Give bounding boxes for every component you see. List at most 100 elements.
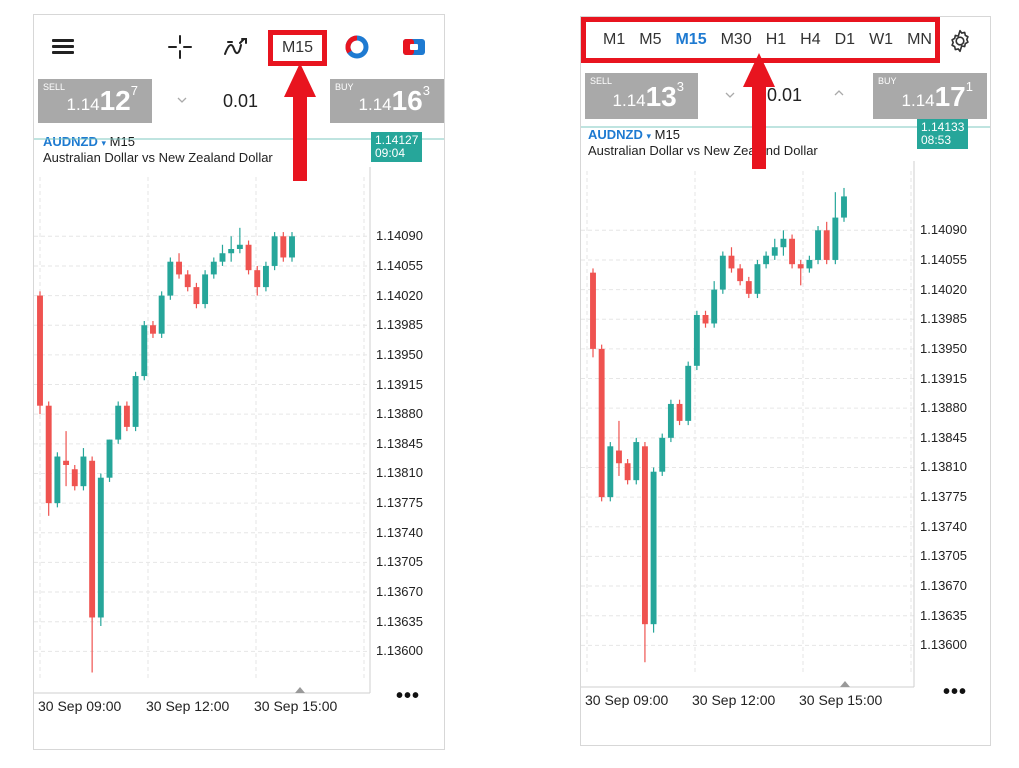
buy-button[interactable]: BUY 1.14163 <box>330 79 444 123</box>
time-axis-label: 30 Sep 12:00 <box>692 692 776 708</box>
candle <box>633 437 640 485</box>
price-axis-label: 1.14020 <box>376 287 423 303</box>
candle <box>598 344 605 502</box>
symbol-title[interactable]: AUDNZD ▾ M15 <box>43 134 135 149</box>
more-options-button[interactable]: ••• <box>943 681 968 703</box>
candle <box>37 291 43 415</box>
price-axis-label: 1.14055 <box>376 257 423 273</box>
timeframe-m1[interactable]: M1 <box>603 31 626 48</box>
crosshair-icon[interactable] <box>166 33 194 61</box>
candle <box>262 261 269 292</box>
price-axis-label: 1.13985 <box>920 311 967 327</box>
buy-button[interactable]: BUY 1.14171 <box>873 73 987 119</box>
candle <box>590 268 596 358</box>
time-axis-label: 30 Sep 09:00 <box>585 692 669 708</box>
price-axis-label: 1.13915 <box>920 370 967 386</box>
indicators-icon[interactable] <box>222 33 250 61</box>
candle <box>193 282 200 309</box>
time-axis-label: 30 Sep 15:00 <box>799 692 883 708</box>
lot-value[interactable]: 0.01 <box>767 85 803 105</box>
candle <box>616 420 622 476</box>
highlight-arrow <box>743 53 775 169</box>
price-axis-label: 1.13915 <box>376 376 423 392</box>
timeframe-m5[interactable]: M5 <box>639 31 662 48</box>
left-screen: M15 SELL 1.14127 0.01 BUY 1.14163 AUDNZD… <box>33 14 445 750</box>
lot-decrease-icon[interactable] <box>725 90 735 100</box>
candle <box>745 276 752 299</box>
symbol-title[interactable]: AUDNZD ▾ M15 <box>588 127 680 142</box>
candle <box>123 401 130 432</box>
price-axis-label: 1.14090 <box>376 228 423 244</box>
timeframe-h1[interactable]: H1 <box>765 31 787 48</box>
candle <box>624 459 631 485</box>
price-axis-label: 1.13740 <box>376 524 423 540</box>
price-axis-label: 1.14020 <box>920 281 967 297</box>
price-axis-label: 1.13670 <box>920 578 967 594</box>
candle <box>711 281 718 328</box>
buy-label: BUY <box>878 76 897 86</box>
price-axis-label: 1.13810 <box>376 465 423 481</box>
price-chart[interactable] <box>34 15 444 749</box>
candle <box>184 270 191 292</box>
symbol-timeframe: M15 <box>109 134 135 149</box>
price-axis-label: 1.13705 <box>376 554 423 570</box>
candle <box>685 361 692 426</box>
price-axis-label: 1.13600 <box>920 637 967 653</box>
timeframe-m15[interactable]: M15 <box>675 31 707 48</box>
more-options-button[interactable]: ••• <box>396 685 421 707</box>
price-axis-label: 1.13880 <box>920 400 967 416</box>
highlight-arrow <box>284 63 316 181</box>
price-axis-label: 1.14090 <box>920 222 967 238</box>
candle <box>789 234 796 269</box>
timeframe-h4[interactable]: H4 <box>800 31 821 48</box>
candle <box>106 439 113 482</box>
candle <box>607 442 614 502</box>
menu-icon[interactable] <box>52 39 74 55</box>
candle <box>780 230 787 256</box>
timeframe-d1[interactable]: D1 <box>834 31 856 48</box>
price-axis-label: 1.13600 <box>376 643 423 659</box>
candle <box>650 467 657 633</box>
objects-icon[interactable] <box>343 33 371 61</box>
lot-decrease-icon[interactable] <box>177 95 187 105</box>
candle <box>219 244 226 266</box>
trade-icon[interactable] <box>400 33 428 61</box>
price-axis-label: 1.13810 <box>920 459 967 475</box>
candle <box>806 255 813 273</box>
price-chart[interactable] <box>581 17 990 745</box>
candle <box>823 221 830 265</box>
timeframe-button[interactable]: M15 <box>268 30 327 66</box>
candle <box>676 399 683 426</box>
chart-grid <box>581 171 914 675</box>
lot-value[interactable]: 0.01 <box>223 91 259 111</box>
candle <box>719 251 726 294</box>
sell-button[interactable]: SELL 1.14127 <box>38 79 152 123</box>
timeframe-m30[interactable]: M30 <box>720 31 752 48</box>
price-axis-label: 1.13985 <box>376 317 423 333</box>
timeframe-w1[interactable]: W1 <box>869 31 894 48</box>
sell-button[interactable]: SELL 1.14133 <box>585 73 698 119</box>
buy-price: 1.14163 <box>358 83 430 116</box>
symbol-code: AUDNZD <box>43 134 98 149</box>
current-price: 1.14127 <box>375 133 419 147</box>
candle <box>132 371 139 432</box>
lot-increase-icon[interactable] <box>834 88 844 98</box>
candle <box>71 465 78 491</box>
symbol-code: AUDNZD <box>588 127 643 142</box>
candle <box>202 270 209 309</box>
price-axis-label: 1.13775 <box>376 495 423 511</box>
candle <box>228 236 235 262</box>
candle <box>693 310 700 371</box>
candle <box>763 251 770 269</box>
candle <box>289 232 295 262</box>
timeframe-mn[interactable]: MN <box>907 31 932 48</box>
candle <box>97 473 104 626</box>
candle <box>728 247 735 273</box>
candle <box>176 253 182 279</box>
candle <box>797 259 804 286</box>
candle <box>702 310 709 328</box>
candle <box>167 257 174 300</box>
candle <box>80 448 87 491</box>
settings-icon[interactable] <box>947 28 973 54</box>
sell-price: 1.14127 <box>66 83 138 116</box>
